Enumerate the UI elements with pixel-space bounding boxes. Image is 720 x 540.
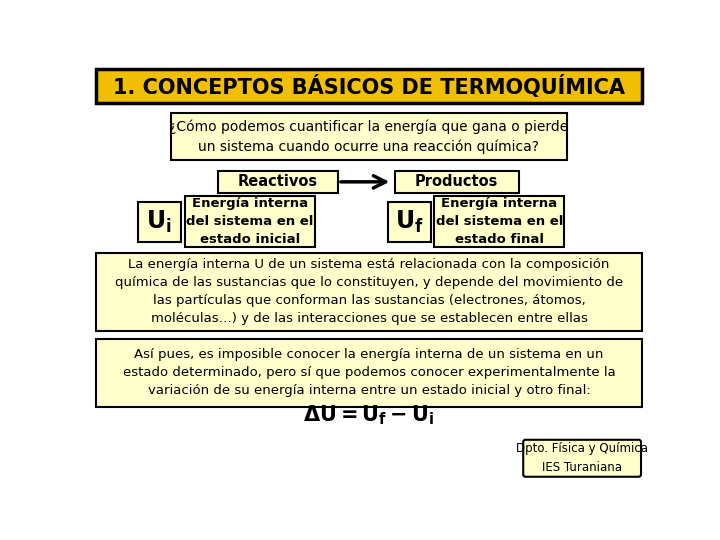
Bar (184, 195, 315, 247)
Bar (96, 70, 642, 103)
Text: La energía interna U de un sistema está relacionada con la composición
química d: La energía interna U de un sistema está … (115, 259, 623, 326)
Bar (218, 171, 338, 193)
Text: ¿Cómo podemos cuantificar la energía que gana o pierde
un sistema cuando ocurre : ¿Cómo podemos cuantificar la energía que… (169, 119, 569, 154)
Bar (171, 112, 567, 160)
Text: $\mathbf{U_i}$: $\mathbf{U_i}$ (146, 209, 172, 235)
Text: $\mathbf{U_f}$: $\mathbf{U_f}$ (395, 209, 423, 235)
Bar (395, 171, 518, 193)
Text: Así pues, es imposible conocer la energía interna de un sistema en un
estado det: Así pues, es imposible conocer la energí… (122, 348, 616, 397)
Text: Energía interna
del sistema en el
estado final: Energía interna del sistema en el estado… (436, 197, 563, 246)
Bar (434, 195, 564, 247)
Text: Energía interna
del sistema en el
estado inicial: Energía interna del sistema en el estado… (186, 197, 313, 246)
Bar (138, 202, 181, 242)
FancyBboxPatch shape (523, 440, 641, 477)
Bar (388, 202, 431, 242)
Text: Reactivos: Reactivos (238, 174, 318, 190)
Bar (96, 339, 642, 407)
Text: Productos: Productos (415, 174, 498, 190)
Text: $\mathbf{\Delta U = U_f - U_i}$: $\mathbf{\Delta U = U_f - U_i}$ (303, 403, 435, 427)
Text: 1. CONCEPTOS BÁSICOS DE TERMOQUÍMICA: 1. CONCEPTOS BÁSICOS DE TERMOQUÍMICA (113, 75, 625, 98)
Text: Dpto. Física y Química
IES Turaniana: Dpto. Física y Química IES Turaniana (516, 442, 648, 474)
Bar (96, 253, 642, 331)
